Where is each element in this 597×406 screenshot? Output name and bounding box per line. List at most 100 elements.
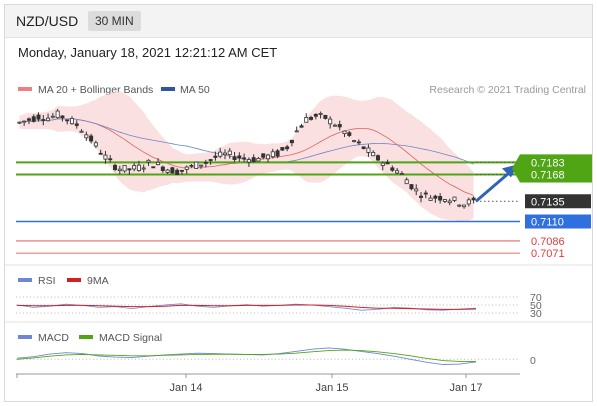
candle-body (113, 164, 118, 170)
candle-body (266, 154, 271, 160)
rsi-ma-line (16, 304, 477, 310)
chart-datetime: Monday, January 18, 2021 12:21:12 AM CET (18, 45, 278, 60)
candle-body (318, 112, 323, 115)
candle-body (304, 117, 309, 123)
candle-body (50, 115, 55, 118)
candle-body (323, 114, 328, 119)
legend-swatch-rsi (18, 278, 32, 282)
candle-body (313, 113, 318, 117)
candle-body (471, 197, 476, 201)
legend-label-rsi-ma: 9MA (87, 275, 109, 287)
candle-body (232, 156, 237, 161)
candle-body (280, 147, 285, 151)
candle-body (117, 168, 122, 172)
candle-body (380, 162, 385, 166)
candle-body (218, 151, 223, 157)
timeframe-button[interactable]: 30 MIN (88, 11, 141, 31)
candle-body (26, 118, 31, 121)
candle-body (361, 146, 366, 150)
candle-body (399, 173, 404, 175)
candle-body (89, 135, 94, 142)
support-label: 0.7071 (531, 248, 565, 260)
candle-body (74, 123, 79, 126)
candle-body (55, 110, 60, 119)
candle-body (31, 116, 36, 122)
rsi-tick-label: 70 (530, 292, 542, 304)
candle-body (428, 197, 433, 201)
candle-body (438, 196, 443, 201)
bollinger-band-area (19, 91, 474, 222)
candle-body (98, 152, 103, 155)
candle-body (275, 150, 280, 157)
candle-body (452, 196, 457, 201)
candle-body (156, 161, 161, 166)
candle-body (466, 199, 471, 205)
candle-body (285, 146, 290, 150)
macd-panel: 0 (16, 347, 536, 367)
forecast-arrow (475, 164, 518, 203)
candle-body (213, 155, 218, 158)
candle-body (136, 164, 141, 171)
candle-body (414, 188, 419, 192)
rsi-tick-label: 30 (530, 308, 542, 320)
candle-body (356, 141, 361, 144)
candle-body (347, 132, 352, 136)
candle-body (447, 200, 452, 204)
legend-label-ma50: MA 50 (180, 84, 210, 96)
candle-body (103, 154, 108, 160)
forecast-arrow-shaft (475, 169, 513, 203)
ma50-line (19, 118, 474, 165)
chart-header: NZD/USD 30 MIN (5, 5, 592, 38)
candle-body (194, 161, 199, 169)
candle-body (270, 151, 275, 158)
legend-label-rsi: RSI (38, 275, 56, 287)
candle-body (342, 130, 347, 135)
x-tick-label: Jan 17 (449, 382, 482, 394)
candlesticks (17, 108, 476, 209)
candle-body (222, 152, 227, 156)
candle-body (141, 167, 146, 170)
research-credit: Research © 2021 Trading Central (429, 84, 586, 96)
candle-body (108, 158, 113, 161)
candle-body (151, 166, 156, 169)
resistance-label: 0.7168 (531, 170, 565, 182)
candle-body (332, 124, 337, 127)
candle-body (17, 121, 22, 124)
legend-swatch-ma50 (161, 87, 175, 91)
candle-body (69, 118, 74, 125)
candle-body (203, 162, 208, 164)
candle-body (246, 159, 251, 163)
candle-body (160, 166, 165, 171)
resistance-label-pointer (512, 154, 520, 183)
legend-swatch-bollinger (18, 87, 32, 91)
candle-body (390, 167, 395, 171)
candle-body (146, 159, 151, 163)
candle-body (41, 119, 46, 121)
x-axis: Jan 14 Jan 15 Jan 17 (16, 374, 483, 394)
candle-body (237, 155, 242, 159)
legend-swatch-macd-signal (79, 335, 93, 339)
current-price-label: 0.7135 (531, 196, 565, 208)
macd-line (16, 347, 477, 365)
candle-body (127, 168, 132, 171)
candle-body (289, 139, 294, 144)
candle-body (79, 130, 84, 133)
candle-body (375, 155, 380, 161)
candle-body (251, 157, 256, 163)
candle-body (462, 204, 467, 208)
candle-body (122, 165, 127, 172)
legend-label-macd: MACD (38, 332, 69, 344)
candle-body (419, 195, 424, 198)
candle-body (423, 192, 428, 195)
candle-body (208, 159, 213, 161)
macd-legend: MACD MACD Signal (18, 332, 162, 344)
candle-body (179, 169, 184, 172)
legend-label-bollinger: MA 20 + Bollinger Bands (38, 84, 153, 96)
candle-body (404, 179, 409, 185)
candle-body (22, 120, 27, 123)
support-label: 0.7086 (531, 236, 565, 248)
candle-body (189, 164, 194, 167)
